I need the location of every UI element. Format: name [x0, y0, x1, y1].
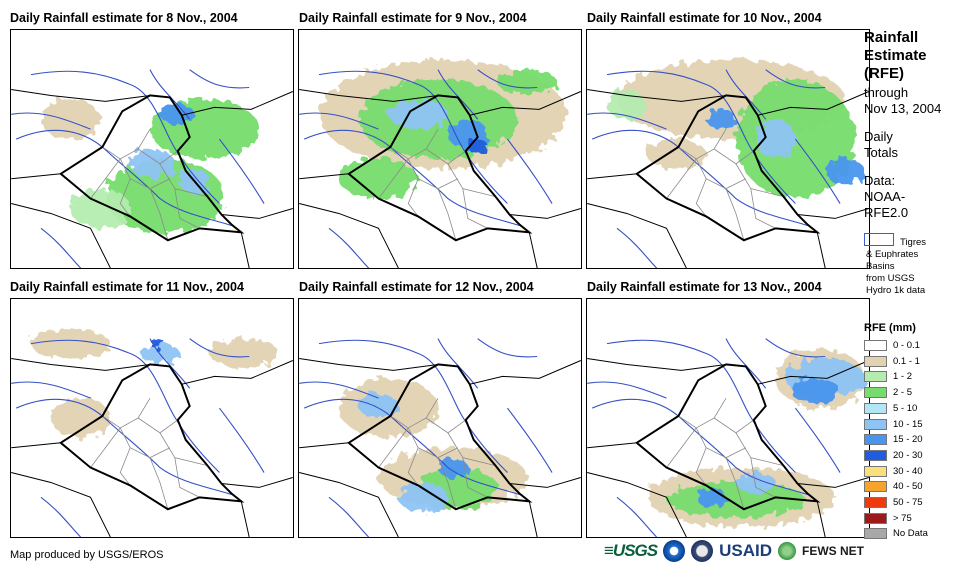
map-panel-2 [298, 29, 582, 269]
legend-label: 5 - 10 [893, 402, 918, 414]
logo-bar: ≡USGS USAID FEWS NET [604, 540, 864, 562]
sidebar-title-2: Estimate [864, 47, 927, 64]
sidebar-date: Nov 13, 2004 [864, 101, 942, 116]
legend-swatch [864, 528, 887, 540]
legend-item: 50 - 75 [864, 496, 923, 509]
panel-title-4: Daily Rainfall estimate for 11 Nov., 200… [10, 280, 244, 294]
legend-swatch [864, 434, 887, 446]
panel-title-3: Daily Rainfall estimate for 10 Nov., 200… [587, 11, 822, 25]
legend-label: 15 - 20 [893, 434, 923, 446]
sidebar-daily: Daily [864, 129, 893, 144]
map-credit: Map produced by USGS/EROS [10, 549, 164, 561]
fews-net-logo: FEWS NET [802, 544, 865, 558]
legend-label: 0.1 - 1 [893, 355, 920, 367]
map-panel-3 [586, 29, 870, 269]
legend-label: 50 - 75 [893, 497, 923, 508]
sidebar-title-3: (RFE) [864, 65, 904, 82]
sidebar-data-src2: RFE2.0 [864, 205, 909, 220]
legend-item: No Data [864, 527, 928, 540]
basin-line-1: Tigres [900, 237, 927, 248]
panel-title-1: Daily Rainfall estimate for 8 Nov., 2004 [10, 11, 238, 25]
map-panel-1 [10, 29, 294, 269]
legend-item: 15 - 20 [864, 433, 923, 446]
sidebar-data-label: Data: [864, 173, 896, 188]
legend-item: 1 - 2 [864, 370, 912, 383]
sidebar-totals: Totals [864, 145, 898, 160]
legend-item: 20 - 30 [864, 449, 923, 462]
legend-item: 2 - 5 [864, 386, 912, 399]
basin-line-3: Basins [866, 261, 895, 272]
legend-item: 10 - 15 [864, 418, 923, 431]
legend-label: 30 - 40 [893, 465, 923, 477]
legend-label: No Data [893, 528, 928, 540]
sidebar-data-src1: NOAA- [864, 189, 906, 204]
legend-label: 10 - 15 [893, 418, 923, 430]
legend-swatch [864, 481, 887, 493]
legend-swatch [864, 371, 887, 383]
legend-item: 40 - 50 [864, 480, 923, 493]
panel-title-2: Daily Rainfall estimate for 9 Nov., 2004 [299, 11, 527, 25]
legend-item: 0.1 - 1 [864, 355, 920, 368]
legend-label: 1 - 2 [893, 371, 913, 383]
sidebar-title-1: Rainfall [864, 29, 919, 46]
legend-label: 0 - 0.1 [893, 340, 920, 351]
legend-swatch [864, 387, 887, 399]
basin-line-5: Hydro 1k data [866, 285, 926, 296]
legend-label: > 75 [893, 512, 912, 524]
sidebar-through: through [864, 85, 909, 100]
legend-swatch [864, 402, 887, 414]
legend-label: 40 - 50 [893, 481, 923, 493]
legend-item: 0 - 0.1 [864, 339, 920, 352]
legend-item: 30 - 40 [864, 465, 923, 478]
legend-swatch [864, 355, 887, 367]
map-panel-5 [298, 298, 582, 538]
panel-title-5: Daily Rainfall estimate for 12 Nov., 200… [299, 280, 534, 294]
legend-label: 20 - 30 [893, 449, 923, 461]
usaid-logo: USAID [719, 541, 773, 560]
map-panel-6 [586, 298, 870, 538]
basin-line-2: & Euphrates [866, 249, 919, 260]
legend-swatch [864, 497, 887, 508]
noaa-logo-icon [663, 540, 686, 562]
basin-swatch [864, 233, 894, 246]
legend-swatch [864, 449, 887, 461]
legend-swatch [864, 418, 887, 430]
legend-label: 2 - 5 [893, 387, 913, 399]
legend-item: > 75 [864, 512, 912, 525]
legend-item: 5 - 10 [864, 402, 917, 415]
map-panel-4 [10, 298, 294, 538]
legend-title: RFE (mm) [864, 322, 916, 334]
legend-swatch [864, 465, 887, 477]
fews-globe-icon [778, 542, 797, 560]
dhs-seal-icon [691, 540, 714, 562]
basin-line-4: from USGS [866, 273, 915, 284]
panel-title-6: Daily Rainfall estimate for 13 Nov., 200… [587, 280, 822, 294]
usgs-logo: ≡USGS [604, 541, 658, 560]
legend-swatch [864, 512, 887, 524]
legend-swatch [864, 340, 887, 351]
